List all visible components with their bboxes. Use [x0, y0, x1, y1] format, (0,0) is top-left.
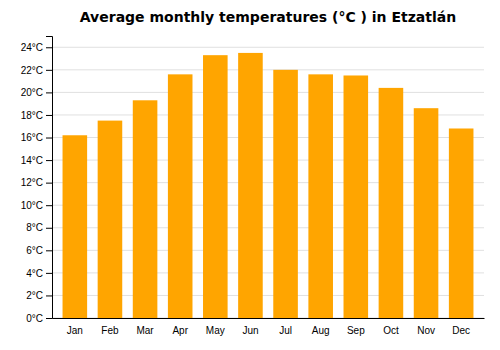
tick: 8°C: [26, 222, 52, 233]
bars: [63, 53, 474, 318]
tick-mark: [46, 228, 52, 229]
tick-mark: [46, 47, 52, 48]
bar: [203, 55, 228, 318]
bar: [379, 88, 404, 318]
tick-label: 8°C: [26, 222, 43, 233]
x-axis: Jan Feb Mar Apr May Jun Jul Aug Sep Oct Nov Dec: [53, 319, 485, 337]
tick: 16°C: [21, 132, 52, 143]
tick-label: 14°C: [21, 155, 43, 166]
tick-label: Mar: [136, 325, 154, 336]
tick-label: 0°C: [26, 313, 43, 324]
tick-label: 22°C: [21, 65, 43, 76]
tick-label: 10°C: [21, 200, 43, 211]
tick-mark: [46, 70, 52, 71]
tick: May: [206, 325, 225, 336]
bar: [168, 74, 193, 318]
grid-line: [52, 92, 484, 93]
tick-mark: [46, 295, 52, 296]
tick-mark: [46, 250, 52, 251]
tick: 18°C: [21, 110, 52, 121]
tick-label: 12°C: [21, 177, 43, 188]
plot: 0°C 2°C 4°C 6°C 8°C 10°C 12°C 14°C 16°C 18°C 20°C 2…: [21, 37, 485, 337]
tick-label: 4°C: [26, 268, 43, 279]
chart-container: 0°C 2°C 4°C 6°C 8°C 10°C 12°C 14°C 16°C 18°C 20°C 2…: [0, 0, 500, 350]
tick-mark: [46, 183, 52, 184]
tick: Nov: [417, 325, 435, 336]
tick: 2°C: [26, 290, 52, 301]
tick-mark: [46, 273, 52, 274]
tick-label: 16°C: [21, 132, 43, 143]
tick-label: 2°C: [26, 290, 43, 301]
tick: 12°C: [21, 177, 52, 188]
tick: 22°C: [21, 65, 52, 76]
title: Average monthly temperatures (°C ) in Et…: [80, 9, 456, 25]
tick: Jul: [279, 325, 292, 336]
tick-label: Dec: [452, 325, 470, 336]
tick: 6°C: [26, 245, 52, 256]
bar: [63, 135, 88, 318]
tick: 24°C: [21, 42, 52, 53]
tick-mark: [46, 92, 52, 93]
tick: Jun: [242, 325, 258, 336]
tick-mark: [46, 318, 52, 319]
tick: 10°C: [21, 200, 52, 211]
axis-line: [46, 37, 53, 319]
tick-label: 24°C: [21, 42, 43, 53]
tick-label: Aug: [312, 325, 330, 336]
grid: [52, 47, 484, 318]
tick: 14°C: [21, 155, 52, 166]
bar: [308, 74, 333, 318]
bar: [133, 100, 158, 318]
tick-label: Feb: [101, 325, 119, 336]
tick: Dec: [452, 325, 470, 336]
tick-label: Jan: [67, 325, 83, 336]
tick-label: 18°C: [21, 110, 43, 121]
tick-label: Oct: [383, 325, 399, 336]
bar: [344, 75, 369, 318]
tick: Oct: [383, 325, 399, 336]
bar: [414, 108, 439, 318]
y-axis: 0°C 2°C 4°C 6°C 8°C 10°C 12°C 14°C 16°C 18°C 20°C 2…: [21, 37, 53, 324]
grid-line: [52, 69, 484, 70]
chart: 0°C 2°C 4°C 6°C 8°C 10°C 12°C 14°C 16°C 18°C 20°C 2…: [0, 0, 500, 350]
tick: 20°C: [21, 87, 52, 98]
tick-label: Jun: [242, 325, 258, 336]
tick-label: May: [206, 325, 225, 336]
tick-mark: [46, 205, 52, 206]
tick: Feb: [101, 325, 119, 336]
tick: 0°C: [26, 313, 52, 324]
tick: 4°C: [26, 268, 52, 279]
tick-label: Nov: [417, 325, 435, 336]
tick: Jan: [67, 325, 83, 336]
tick-label: Sep: [347, 325, 365, 336]
tick: Mar: [136, 325, 154, 336]
tick: Apr: [172, 325, 188, 336]
tick-label: Jul: [279, 325, 292, 336]
bar: [449, 128, 474, 318]
tick-label: 6°C: [26, 245, 43, 256]
tick: Aug: [312, 325, 330, 336]
grid-line: [52, 47, 484, 48]
axis-line: [53, 318, 485, 319]
bar: [238, 53, 263, 318]
tick-mark: [46, 138, 52, 139]
tick-mark: [46, 115, 52, 116]
tick-mark: [46, 160, 52, 161]
bar: [273, 70, 298, 318]
tick-label: 20°C: [21, 87, 43, 98]
tick-label: Apr: [172, 325, 188, 336]
bar: [98, 121, 123, 318]
tick: Sep: [347, 325, 365, 336]
